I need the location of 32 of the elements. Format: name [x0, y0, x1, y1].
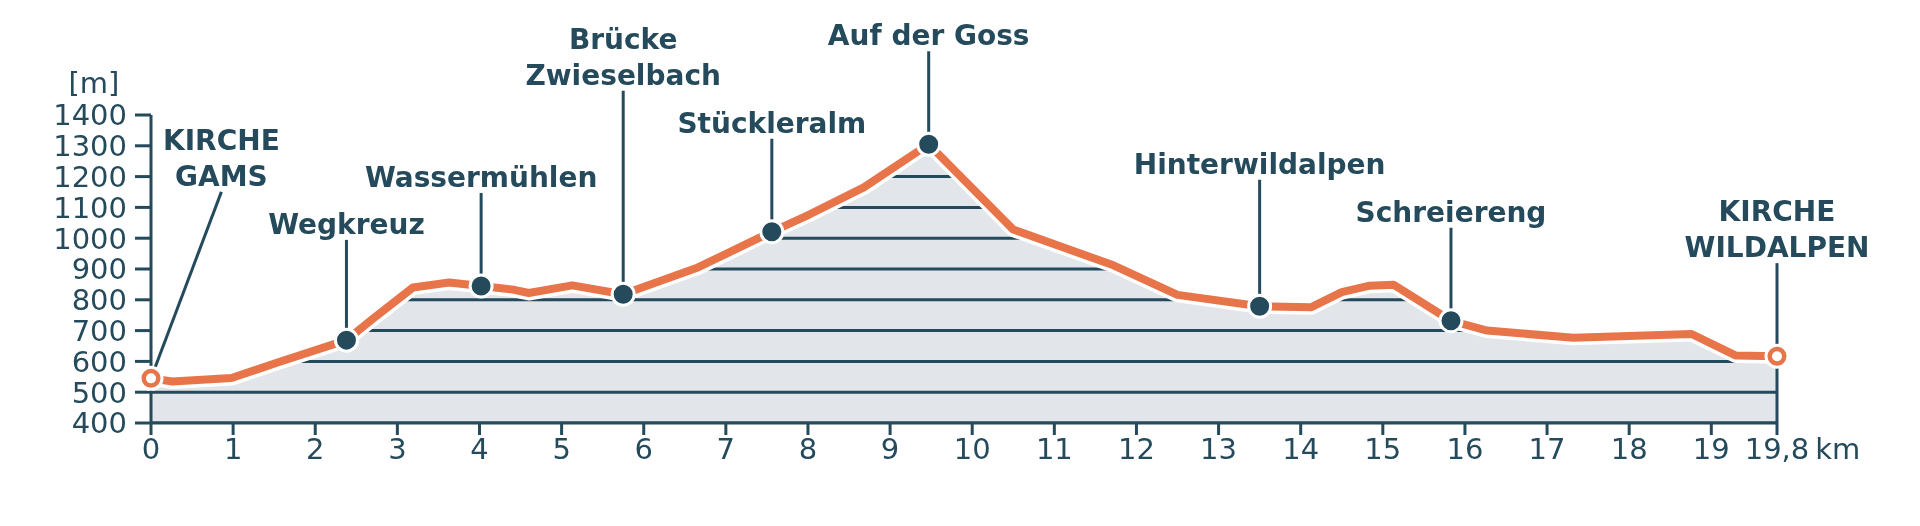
annotation: Schreiereng	[1355, 195, 1547, 229]
x-tick-label: 4	[470, 432, 489, 466]
x-tick-label: 1	[223, 432, 243, 466]
annotation: KIRCHE WILDALPEN	[1684, 195, 1870, 265]
x-tick-label: 19,8	[1744, 432, 1810, 466]
x-tick-label: 13	[1200, 432, 1238, 466]
x-tick-label: 2	[306, 432, 325, 466]
x-tick-label: 9	[880, 432, 900, 466]
x-tick-label: 10	[953, 432, 991, 466]
x-tick-label: 7	[716, 432, 736, 466]
annotation: Auf der Goss	[827, 19, 1030, 53]
x-tick-label: 19	[1692, 432, 1730, 466]
x-tick-label: 8	[798, 432, 818, 466]
x-axis-title: km	[1815, 432, 1861, 466]
x-tick-label: 17	[1528, 432, 1566, 466]
annotation: KIRCHE GAMS	[162, 123, 280, 193]
x-tick-label: 6	[634, 432, 653, 466]
x-tick-label: 0	[141, 432, 161, 466]
annotation: Hinterwildalpen	[1133, 147, 1386, 181]
x-tick-label: 11	[1035, 432, 1073, 466]
x-tick-label: 5	[552, 432, 571, 466]
annotation: Wassermühlen	[364, 160, 598, 194]
x-tick-label: 3	[388, 432, 407, 466]
x-tick-label: 18	[1610, 432, 1648, 466]
x-tick-label: 14	[1282, 432, 1320, 466]
x-tick-label: 15	[1364, 432, 1402, 466]
x-tick-label: 16	[1446, 432, 1484, 466]
annotation: Brücke Zwieselbach	[525, 22, 721, 92]
annotation: Wegkreuz	[268, 207, 425, 241]
y-axis-title: [m]	[68, 66, 120, 100]
x-tick-label: 12	[1118, 432, 1155, 466]
annotation: Stückleralm	[677, 106, 867, 140]
